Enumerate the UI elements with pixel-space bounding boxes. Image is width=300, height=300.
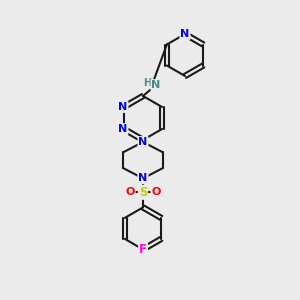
Text: F: F (139, 243, 147, 256)
Text: N: N (152, 80, 160, 90)
Text: H: H (143, 78, 151, 88)
Text: N: N (138, 137, 148, 147)
Text: S: S (139, 186, 147, 199)
Text: N: N (118, 124, 128, 134)
Text: O: O (125, 188, 135, 197)
Text: N: N (180, 29, 190, 39)
Text: N: N (118, 102, 128, 112)
Text: O: O (151, 188, 161, 197)
Text: N: N (138, 173, 148, 183)
